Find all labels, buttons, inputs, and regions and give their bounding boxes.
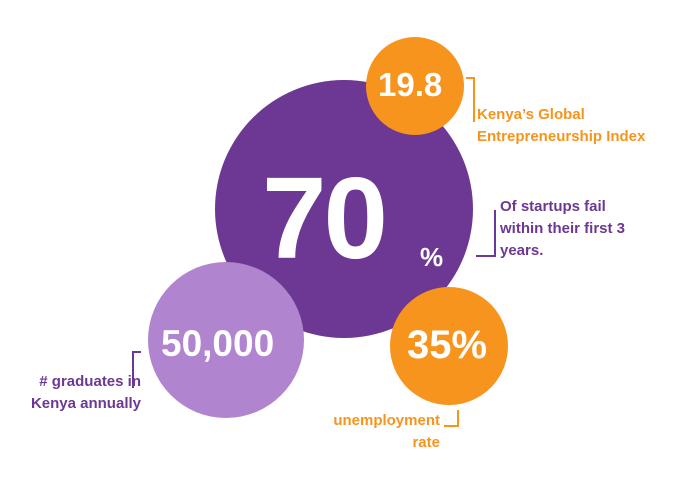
entrepreneurship-index-circle: [366, 37, 464, 135]
unemployment-circle: [390, 287, 508, 405]
unemployment-label: unemployment rate: [290, 410, 440, 454]
graduates-label-line: Kenya annually: [30, 395, 141, 412]
startup-failure-label-line: years.: [500, 242, 544, 259]
startup-failure-value: 70: [262, 153, 388, 283]
unemployment-label-line: unemployment: [333, 412, 440, 429]
graduates-label: # graduates in Kenya annually: [14, 371, 141, 415]
graduates-label-line: # graduates in: [39, 373, 141, 390]
graduates-value: 50,000: [161, 323, 275, 364]
entrepreneurship-index-label-line: Entrepreneurship Index: [477, 128, 646, 145]
unemployment-value: 35%: [407, 323, 488, 367]
entrepreneurship-index-label: Kenya’s Global Entrepreneurship Index: [477, 104, 645, 148]
startups-connector: [476, 210, 496, 257]
startup-failure-label-line: within their first 3: [500, 220, 626, 237]
startup-failure-label-line: Of startups fail: [500, 198, 606, 215]
index-connector: [466, 77, 475, 122]
unemployment-label-line: rate: [412, 434, 440, 451]
startup-failure-label: Of startups fail within their first 3 ye…: [500, 196, 625, 262]
graduates-connector: [132, 351, 141, 388]
unemployment-connector: [444, 410, 459, 427]
graduates-circle: [148, 262, 304, 418]
entrepreneurship-index-value: 19.8: [378, 66, 443, 103]
entrepreneurship-index-label-line: Kenya’s Global: [477, 106, 585, 123]
startup-failure-unit: %: [420, 242, 444, 272]
